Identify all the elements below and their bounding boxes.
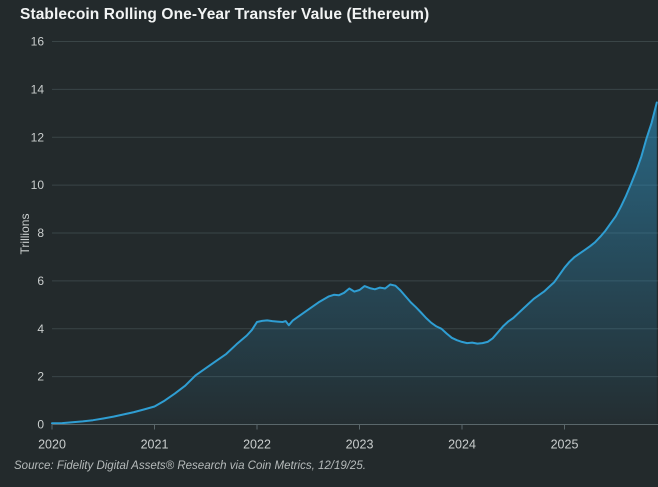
y-tick-label: 6	[37, 274, 44, 288]
series-line	[51, 101, 658, 425]
y-tick-labels: 0 2 4 6 8 10 12 14 16	[31, 35, 45, 432]
y-tick-label: 16	[31, 35, 45, 49]
source-attribution: Source: Fidelity Digital Assets® Researc…	[14, 460, 366, 472]
y-tick-label: 2	[37, 370, 44, 384]
x-tick-label: 2024	[448, 438, 476, 452]
x-tick-label: 2022	[243, 438, 271, 452]
y-tick-label: 8	[37, 226, 44, 240]
x-tick-labels: 2020 2021 2022 2023 2024 2025	[38, 438, 578, 452]
chart-title: Stablecoin Rolling One-Year Transfer Val…	[20, 6, 430, 23]
y-tick-label: 0	[37, 418, 44, 432]
x-tick-label: 2025	[551, 438, 579, 452]
y-tick-label: 14	[31, 82, 45, 96]
y-tick-label: 4	[37, 322, 44, 336]
x-tick-label: 2020	[38, 438, 66, 452]
x-tick-label: 2023	[346, 438, 374, 452]
x-tick-label: 2021	[141, 438, 169, 452]
y-axis-title: Trillions	[18, 213, 32, 255]
x-axis	[51, 424, 658, 430]
y-tick-label: 10	[31, 178, 45, 192]
series-area-fill	[52, 102, 657, 425]
y-tick-label: 12	[31, 130, 45, 144]
